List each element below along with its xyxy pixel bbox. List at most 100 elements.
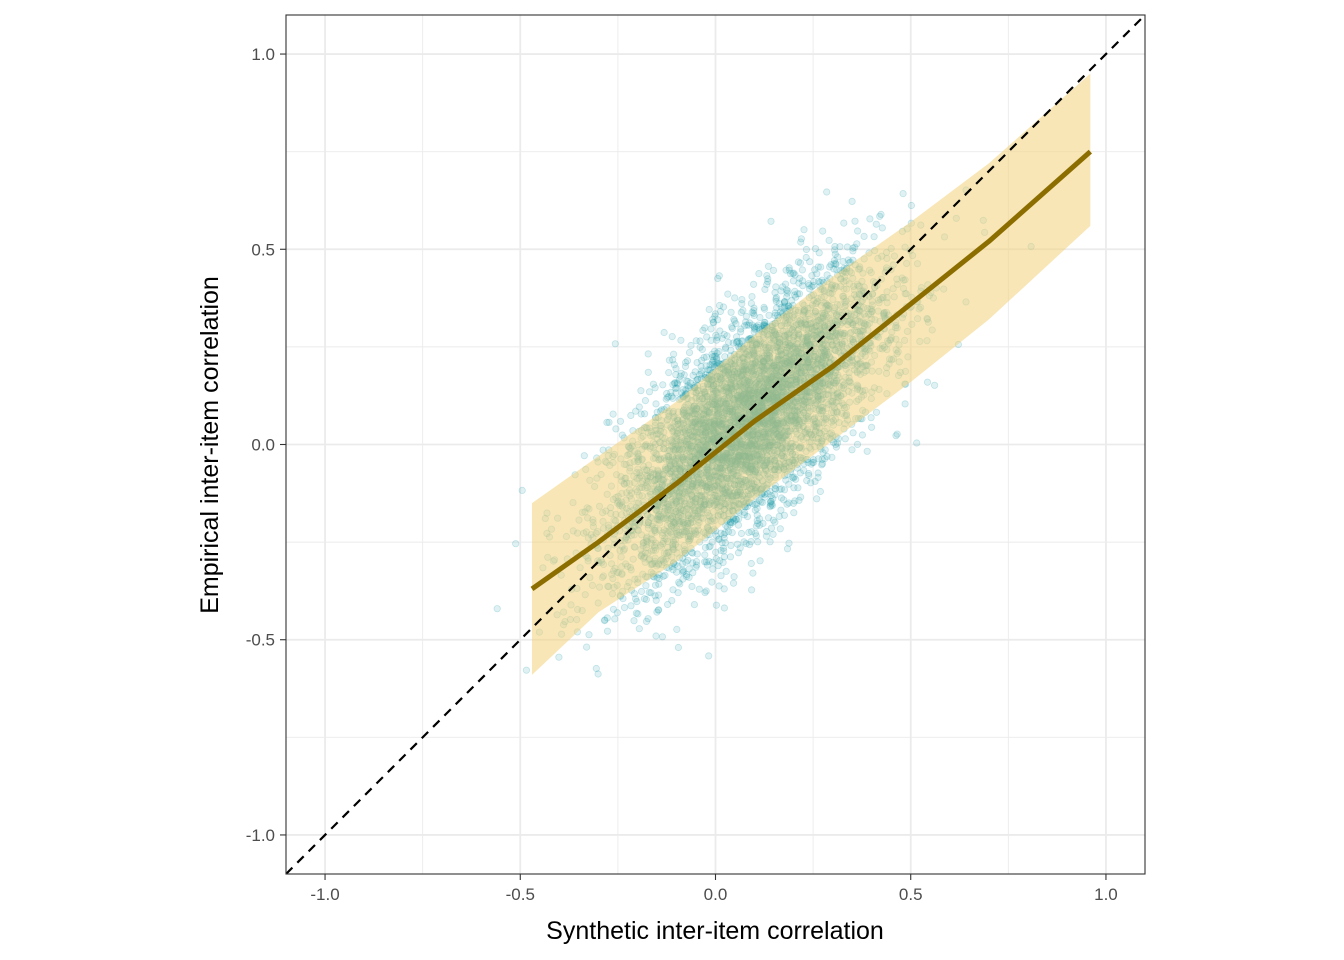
- scatter-point: [733, 337, 741, 346]
- scatter-point: [788, 473, 796, 481]
- scatter-point: [716, 557, 724, 565]
- scatter-point: [592, 664, 600, 673]
- scatter-point: [747, 537, 755, 546]
- scatter-point: [790, 473, 798, 481]
- scatter-point: [693, 550, 701, 558]
- scatter-point: [663, 389, 671, 398]
- scatter-point: [844, 256, 852, 264]
- scatter-point: [634, 610, 642, 618]
- scatter-point: [644, 350, 652, 358]
- scatter-point: [760, 305, 769, 313]
- scatter-point: [708, 358, 717, 366]
- scatter-point: [687, 341, 695, 350]
- scatter-point: [715, 535, 723, 543]
- scatter-point: [692, 557, 701, 566]
- scatter-point: [735, 515, 743, 523]
- scatter-point: [672, 364, 680, 373]
- scatter-point: [734, 549, 743, 557]
- scatter-point: [701, 551, 709, 559]
- scatter-point: [715, 301, 724, 310]
- scatter-point: [692, 563, 700, 571]
- scatter-point: [682, 558, 690, 566]
- scatter-point: [748, 321, 756, 329]
- scatter-point: [611, 340, 619, 348]
- scatter-point: [686, 379, 694, 387]
- scatter-point: [616, 417, 625, 425]
- scatter-point: [802, 253, 810, 262]
- scatter-point: [761, 493, 769, 501]
- scatter-point: [750, 311, 758, 320]
- scatter-point: [691, 368, 699, 376]
- scatter-point: [754, 323, 763, 332]
- scatter-point: [652, 596, 660, 604]
- scatter-point: [783, 500, 791, 508]
- scatter-point: [866, 215, 874, 223]
- scatter-point: [742, 312, 751, 320]
- scatter-point: [786, 270, 795, 278]
- scatter-point: [827, 261, 835, 269]
- scatter-point: [709, 565, 717, 573]
- scatter-point: [729, 579, 738, 587]
- scatter-point: [682, 570, 691, 579]
- scatter-point: [805, 285, 814, 293]
- scatter-point: [753, 504, 761, 512]
- scatter-point: [692, 377, 700, 385]
- scatter-point: [769, 516, 777, 524]
- scatter-point: [669, 566, 677, 574]
- scatter-point: [743, 321, 751, 329]
- scatter-point: [813, 495, 821, 503]
- scatter-point: [633, 597, 641, 606]
- scatter-point: [685, 565, 693, 573]
- scatter-point: [682, 377, 691, 385]
- scatter-point: [669, 380, 677, 389]
- scatter-point: [671, 379, 679, 388]
- scatter-point: [739, 306, 747, 314]
- scatter-point: [790, 291, 799, 299]
- scatter-point: [701, 324, 709, 332]
- scatter-point: [814, 473, 822, 481]
- scatter-point: [721, 539, 729, 547]
- scatter-point: [791, 287, 799, 295]
- scatter-point: [754, 538, 762, 546]
- scatter-point: [784, 287, 792, 295]
- scatter-point: [714, 562, 722, 570]
- scatter-point: [815, 249, 823, 257]
- scatter-point: [830, 260, 838, 268]
- scatter-point: [791, 271, 799, 279]
- scatter-point: [788, 296, 796, 305]
- scatter-point: [671, 379, 679, 387]
- scatter-point: [789, 474, 797, 482]
- scatter-point: [858, 431, 867, 439]
- scatter-point: [755, 496, 763, 505]
- scatter-point: [748, 292, 756, 301]
- scatter-point: [676, 372, 684, 380]
- scatter-point: [652, 632, 660, 640]
- scatter-point: [892, 432, 900, 440]
- scatter-point: [833, 266, 841, 274]
- scatter-point: [676, 580, 684, 588]
- scatter-point: [775, 512, 783, 521]
- scatter-point: [727, 346, 735, 354]
- scatter-point: [715, 347, 723, 356]
- scatter-point: [860, 232, 868, 240]
- scatter-point: [771, 518, 779, 526]
- scatter-point: [738, 337, 746, 345]
- scatter-point: [814, 469, 822, 477]
- scatter-point: [712, 336, 721, 344]
- scatter-point: [797, 238, 805, 246]
- scatter-point: [740, 538, 748, 546]
- scatter-point: [728, 324, 737, 332]
- scatter-point: [766, 538, 774, 546]
- scatter-point: [677, 369, 685, 377]
- scatter-point: [785, 539, 793, 547]
- scatter-point: [867, 423, 876, 431]
- scatter-point: [796, 469, 804, 477]
- scatter-point: [727, 518, 735, 527]
- scatter-point: [756, 313, 764, 322]
- scatter-point: [632, 407, 640, 415]
- scatter-point: [752, 323, 761, 331]
- scatter-point: [751, 529, 760, 537]
- scatter-point: [665, 356, 674, 364]
- scatter-point: [674, 589, 682, 597]
- scatter-point: [555, 653, 563, 661]
